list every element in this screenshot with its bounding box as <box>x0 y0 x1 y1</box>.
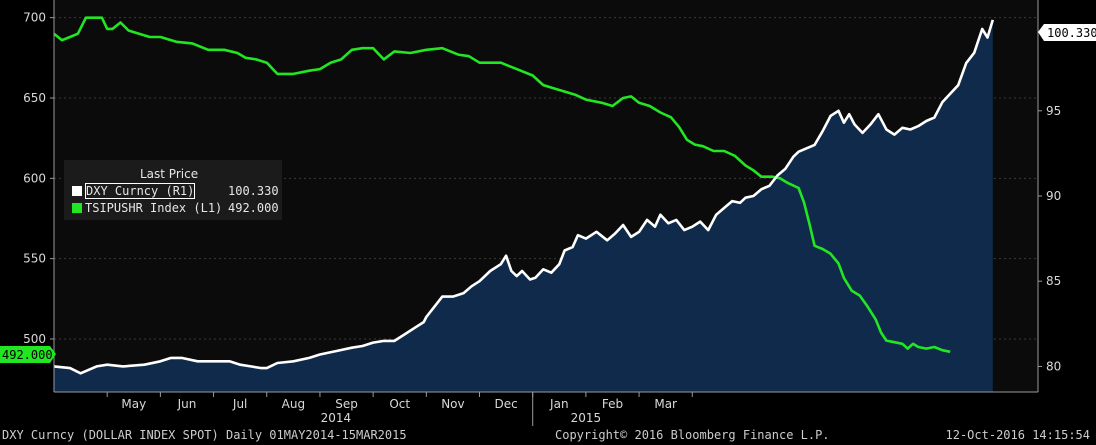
footer-copyright: Copyright© 2016 Bloomberg Finance L.P. <box>555 428 830 442</box>
left-tick-label-700: 700 <box>23 11 46 25</box>
legend-value-tsi: 492.000 <box>228 201 279 215</box>
right-tick-label-80: 80 <box>1046 359 1061 373</box>
legend-title: Last Price <box>140 167 199 181</box>
right-tick-label-85: 85 <box>1046 274 1061 288</box>
left-tick-label-500: 500 <box>23 332 46 346</box>
right-last-value-tag: 100.330 <box>1038 24 1096 41</box>
footer-bar: DXY Curncy (DOLLAR INDEX SPOT) Daily 01M… <box>0 426 1096 445</box>
right-tick-label-90: 90 <box>1046 189 1061 203</box>
x-tick-label-mar: Mar <box>654 397 677 411</box>
x-tick-label-jul: Jul <box>232 397 247 411</box>
left-tick-label-650: 650 <box>23 91 46 105</box>
legend-swatch-tsi <box>72 203 82 213</box>
x-year-labels: 2014 2015 <box>321 411 602 425</box>
tsipushr-series-line <box>53 16 951 354</box>
x-tick-label-oct: Oct <box>389 397 410 411</box>
right-tick-label-95: 95 <box>1046 104 1061 118</box>
left-axis-ticks: 500 550 600 650 700 <box>23 11 54 346</box>
year-label-2015: 2015 <box>571 411 602 425</box>
left-last-value-tag: 492.000 <box>0 346 56 363</box>
footer-security-info: DXY Curncy (DOLLAR INDEX SPOT) Daily 01M… <box>2 428 407 442</box>
legend-swatch-dxy <box>72 186 82 196</box>
dxy-series-line <box>53 19 995 375</box>
right-last-value: 100.330 <box>1047 26 1096 40</box>
legend-item-tsi: TSIPUSHR Index (L1) 492.000 <box>72 200 279 216</box>
x-tick-label-feb: Feb <box>602 397 623 411</box>
legend-box: Last Price DXY Curncy (R1) 100.330 TSIPU… <box>64 160 282 220</box>
legend-label-dxy: DXY Curncy (R1) <box>85 183 196 199</box>
dxy-area-fill <box>54 19 993 393</box>
x-tick-label-may: May <box>121 397 146 411</box>
legend-item-dxy: DXY Curncy (R1) 100.330 <box>72 183 279 199</box>
x-tick-label-sep: Sep <box>335 397 358 411</box>
x-tick-label-dec: Dec <box>494 397 517 411</box>
year-label-2014: 2014 <box>321 411 352 425</box>
left-tick-label-550: 550 <box>23 252 46 266</box>
x-tick-label-jun: Jun <box>177 397 197 411</box>
x-tick-label-nov: Nov <box>441 397 464 411</box>
legend-label-tsi: TSIPUSHR Index (L1) <box>85 201 223 215</box>
left-last-value: 492.000 <box>2 348 53 362</box>
footer-timestamp: 12-Oct-2016 14:15:54 <box>945 428 1091 442</box>
x-tick-label-aug: Aug <box>282 397 305 411</box>
x-axis-ticks: May Jun Jul Aug Sep Oct Nov Dec Jan Feb Mar <box>106 392 693 411</box>
left-tick-label-600: 600 <box>23 171 46 185</box>
right-axis-ticks: 80 85 90 95 <box>1038 104 1061 373</box>
legend-value-dxy: 100.330 <box>228 184 279 198</box>
x-tick-label-jan: Jan <box>549 397 569 411</box>
